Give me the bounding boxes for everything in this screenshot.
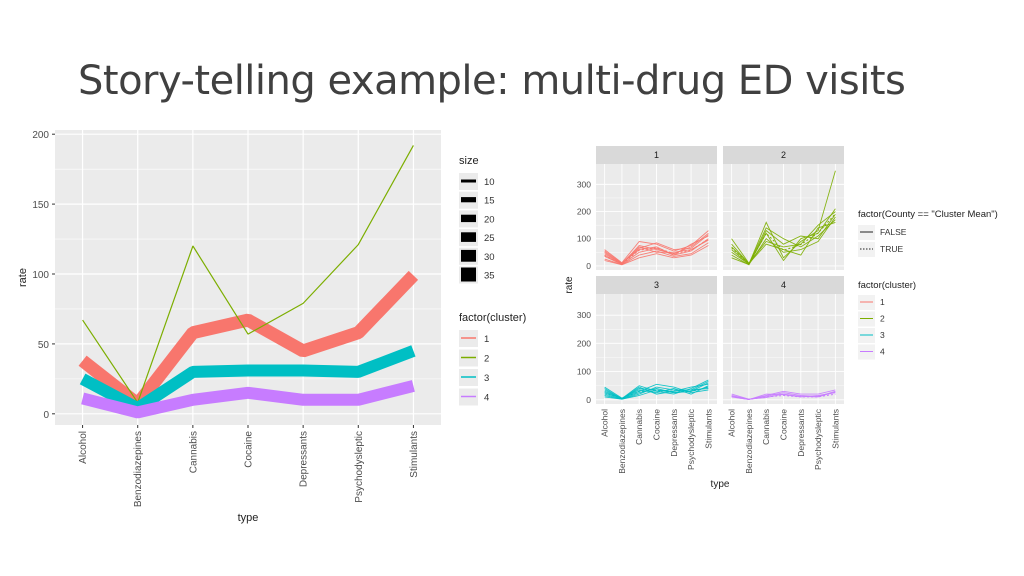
facet-x-tick-label: Cocaine <box>652 409 662 440</box>
facet-x-tick-label: Stimulants <box>703 409 713 449</box>
facet-strip <box>596 146 717 164</box>
slide-title: Story-telling example: multi-drug ED vis… <box>78 58 906 104</box>
facet-y-tick-label: 300 <box>577 179 591 189</box>
facet-y-tick-label: 200 <box>577 207 591 217</box>
size-legend-key <box>461 197 476 203</box>
main-x-tick-label: Cannabis <box>188 431 199 473</box>
size-legend-key <box>461 179 476 183</box>
main-series-line-cluster-4 <box>81 380 415 419</box>
facet-y-tick-label: 200 <box>577 338 591 348</box>
cluster-legend-label: 1 <box>484 334 489 345</box>
cluster-legend-label: 4 <box>484 393 489 404</box>
facet-cluster-mean-line-2 <box>731 213 836 265</box>
facet-county-line-cluster-2 <box>731 221 836 265</box>
main-x-tick-label: Alcohol <box>78 431 89 464</box>
facet-cluster-legend-label: 1 <box>880 297 885 307</box>
facet-cluster-legend-title: factor(cluster) <box>858 280 916 291</box>
cluster-legend-title: factor(cluster) <box>459 312 526 324</box>
size-legend-label: 25 <box>484 233 495 244</box>
main-y-tick-label: 150 <box>32 200 49 211</box>
facet-x-tick-label: Benzodiazepines <box>617 409 627 474</box>
size-legend-label: 15 <box>484 196 495 207</box>
facet-x-tick-label: Cocaine <box>779 409 789 440</box>
facet-x-axis-title: type <box>711 479 730 490</box>
facet-county-line-cluster-1 <box>604 245 709 266</box>
main-x-tick-label: Depressants <box>299 431 310 487</box>
facet-y-tick-label: 0 <box>586 395 591 405</box>
size-legend-key <box>461 249 476 262</box>
linetype-legend-label: FALSE <box>880 227 907 237</box>
main-y-tick-label: 100 <box>32 270 49 281</box>
facet-strip <box>596 276 717 294</box>
size-legend-key <box>461 232 476 242</box>
facet-strip <box>723 146 844 164</box>
main-x-tick-label: Benzodiazepines <box>133 431 144 507</box>
facet-y-tick-label: 0 <box>586 261 591 271</box>
size-legend-label: 30 <box>484 252 495 263</box>
main-x-tick-label: Psychodysleptic <box>354 431 365 503</box>
main-x-tick-label: Stimulants <box>409 431 420 478</box>
facet-cluster-legend-label: 4 <box>880 347 885 357</box>
size-legend-title: size <box>459 155 479 167</box>
facet-strip-label: 1 <box>654 150 659 160</box>
facet-strip-label: 2 <box>781 150 786 160</box>
size-legend-label: 35 <box>484 271 495 282</box>
facet-x-tick-label: Cannabis <box>634 409 644 445</box>
size-legend-key <box>461 267 476 282</box>
cluster-legend-label: 2 <box>484 354 489 365</box>
facet-cluster-mean-line-4 <box>731 393 836 401</box>
size-legend-label: 20 <box>484 214 495 225</box>
facet-x-tick-label: Alcohol <box>727 409 737 437</box>
main-y-axis-title: rate <box>17 268 29 287</box>
size-legend-label: 10 <box>484 177 495 188</box>
facet-county-line-cluster-2 <box>731 214 836 266</box>
facet-y-tick-label: 300 <box>577 310 591 320</box>
cluster-legend-label: 3 <box>484 373 489 384</box>
facet-strip-label: 3 <box>654 280 659 290</box>
linetype-legend-title: factor(County == "Cluster Mean") <box>858 209 998 220</box>
facet-x-tick-label: Depressants <box>669 409 679 457</box>
facet-cluster-mean-line-3 <box>604 386 709 400</box>
facet-county-line-cluster-1 <box>604 239 709 265</box>
linetype-legend-label: TRUE <box>880 244 903 254</box>
facet-x-tick-label: Benzodiazepines <box>744 409 754 474</box>
facet-x-tick-label: Depressants <box>796 409 806 457</box>
facet-y-tick-label: 100 <box>577 367 591 377</box>
main-y-tick-label: 200 <box>32 130 49 141</box>
facet-x-tick-label: Psychodysleptic <box>813 408 823 470</box>
facet-y-tick-label: 100 <box>577 234 591 244</box>
facet-strip-label: 4 <box>781 280 786 290</box>
main-x-tick-label: Cocaine <box>244 431 255 468</box>
facet-x-tick-label: Cannabis <box>761 409 771 445</box>
main-x-axis-title: type <box>238 512 259 524</box>
size-legend-key <box>461 214 476 223</box>
facet-x-tick-label: Alcohol <box>600 409 610 437</box>
main-y-tick-label: 0 <box>43 410 49 421</box>
facet-cluster-legend-label: 3 <box>880 330 885 340</box>
facet-county-line-cluster-1 <box>604 235 709 264</box>
facet-x-tick-label: Psychodysleptic <box>686 408 696 470</box>
facet-y-axis-title: rate <box>564 276 575 294</box>
facet-x-tick-label: Stimulants <box>830 409 840 449</box>
main-y-tick-label: 50 <box>38 340 50 351</box>
facet-cluster-legend-label: 2 <box>880 314 885 324</box>
facet-strip <box>723 276 844 294</box>
